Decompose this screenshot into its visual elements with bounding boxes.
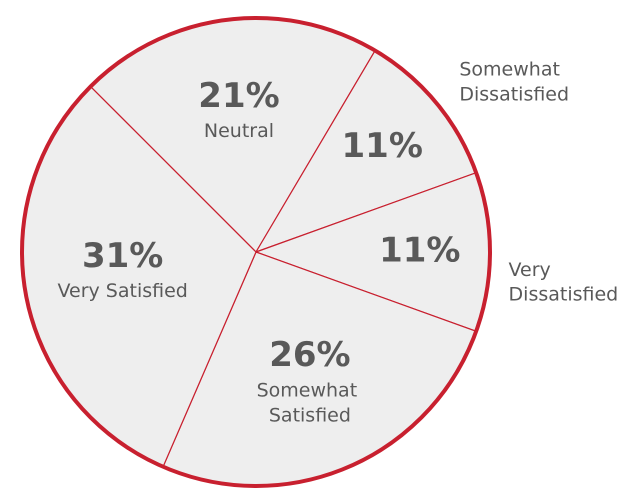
value-label: 11%: [342, 126, 423, 166]
value-label: 11%: [379, 231, 460, 271]
category-label: Neutral: [204, 120, 274, 142]
pie-outline: [20, 16, 492, 488]
value-label: 31%: [82, 236, 163, 276]
category-label: Very Dissatisfied: [509, 258, 619, 305]
value-label: 21%: [198, 76, 279, 116]
value-label: 26%: [269, 335, 350, 375]
category-label: Somewhat Satisfied: [257, 379, 364, 426]
category-label: Somewhat Dissatisfied: [459, 58, 569, 105]
category-label: Very Satisfied: [58, 280, 188, 302]
